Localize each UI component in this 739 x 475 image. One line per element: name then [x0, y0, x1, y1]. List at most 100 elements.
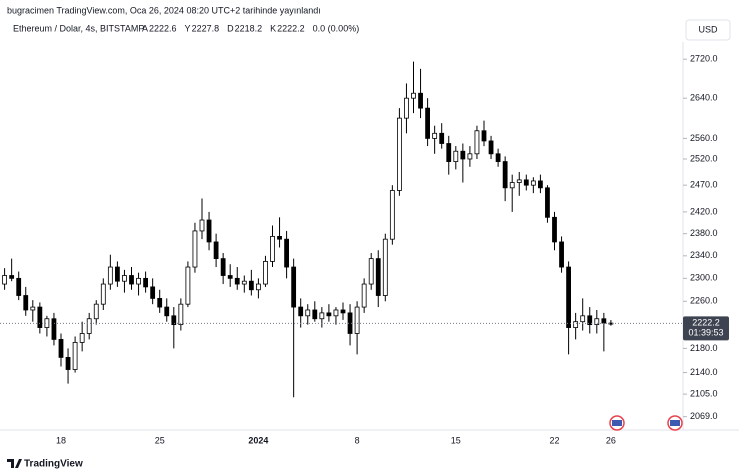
candle-body	[580, 315, 586, 323]
candle-body	[93, 303, 99, 320]
candle-body	[601, 318, 607, 324]
candle-body	[2, 275, 7, 285]
candle-body	[432, 132, 438, 139]
candle-body	[467, 153, 473, 160]
candle-body	[481, 130, 487, 142]
candle-body	[559, 241, 564, 268]
candle-body	[523, 179, 529, 186]
y-tick-label: 2260.0	[690, 296, 718, 306]
ohlc-value: 2218.2	[235, 23, 263, 33]
x-tick-label: 22	[549, 435, 559, 445]
candle-body	[587, 315, 593, 326]
candle-body	[199, 219, 205, 232]
candle-body	[382, 238, 388, 296]
candle-body	[107, 266, 113, 285]
y-tick-label: 2069.0	[690, 411, 718, 421]
candle-body	[157, 297, 163, 308]
ohlc-key: Y	[185, 23, 191, 33]
candle-body	[291, 266, 297, 308]
y-tick-label: 2300.0	[690, 273, 718, 283]
brand-logo[interactable]: TradingView	[7, 459, 83, 470]
x-tick-label: 25	[155, 435, 165, 445]
candle-body	[37, 306, 43, 328]
candle-body	[51, 318, 57, 340]
candle-body	[16, 277, 22, 296]
ohlc-key: D	[227, 23, 234, 33]
x-tick-label: 26	[606, 435, 616, 445]
x-tick-label: 18	[56, 435, 66, 445]
y-tick-label: 2180.0	[690, 343, 718, 353]
candle-body	[185, 266, 191, 305]
y-tick-label: 2720.0	[690, 54, 718, 64]
y-tick-label: 2380.0	[690, 228, 718, 238]
candle-body	[178, 303, 184, 326]
candle-body	[58, 339, 64, 358]
candle-body	[404, 97, 409, 119]
candle-body	[72, 341, 78, 370]
candle-body	[333, 309, 339, 317]
published-note: bugracimen TradingView.com, Oca 26, 2024…	[7, 5, 321, 15]
candle-body	[220, 258, 226, 276]
ohlc-value: 2227.8	[192, 23, 220, 33]
candle-body	[552, 216, 557, 243]
candle-body	[65, 357, 71, 370]
candle-body	[143, 277, 149, 288]
candle-body	[418, 92, 423, 109]
candle-body	[453, 150, 459, 162]
candle-body	[538, 180, 543, 189]
candle-body	[30, 306, 36, 311]
candle-body	[312, 309, 318, 320]
last-price-tag	[683, 316, 729, 341]
candle-body	[227, 275, 233, 279]
ohlc-value: 2222.6	[149, 23, 177, 33]
candle-body	[326, 312, 332, 317]
candle-body	[368, 258, 374, 285]
candle-body	[319, 312, 325, 320]
candle-body	[284, 238, 290, 268]
candle-body	[298, 306, 304, 317]
brand-name[interactable]: TradingView	[24, 459, 83, 470]
candle-body	[129, 275, 134, 285]
candle-body	[86, 318, 92, 334]
candle-body	[255, 283, 261, 291]
x-tick-label: 8	[355, 435, 360, 445]
candle-body	[545, 187, 550, 218]
change-label: 0.0 (0.00%)	[313, 23, 360, 33]
symbol-label: Ethereum / Dolar, 4s, BITSTAMP	[13, 23, 144, 33]
candle-body	[234, 277, 240, 285]
y-tick-label: 2420.0	[690, 206, 718, 216]
candle-body	[206, 219, 212, 243]
y-tick-label: 2105.0	[690, 389, 718, 399]
event-icon[interactable]	[609, 415, 625, 431]
candles	[2, 61, 614, 398]
event-icon[interactable]	[667, 415, 683, 431]
candle-body	[9, 275, 15, 279]
candle-body	[277, 236, 282, 240]
y-tick-label: 2340.0	[690, 250, 718, 260]
x-tick-label: 15	[451, 435, 461, 445]
y-tick-label: 2470.0	[690, 180, 718, 190]
y-tick-label: 2560.0	[690, 133, 718, 143]
candle-body	[23, 295, 29, 311]
last-price-label: 2222.2	[692, 318, 720, 328]
currency-button[interactable]	[685, 19, 731, 41]
candle-body	[566, 266, 571, 328]
candle-body	[474, 130, 480, 155]
candle-body	[340, 309, 346, 314]
candle-body	[439, 132, 445, 144]
x-tick-label: 2024	[248, 435, 268, 445]
candle-body	[495, 153, 501, 162]
ohlc-value: 2222.2	[277, 23, 305, 33]
candle-body	[270, 236, 275, 262]
candle-body	[502, 161, 508, 189]
candle-body	[488, 140, 494, 155]
candle-body	[171, 315, 177, 326]
ohlc-key: K	[270, 23, 276, 33]
candle-body	[509, 182, 515, 189]
candle-body	[361, 283, 367, 308]
candle-body	[115, 266, 120, 282]
currency-label[interactable]: USD	[698, 24, 718, 34]
candle-body	[213, 241, 219, 260]
candle-body	[425, 107, 431, 139]
